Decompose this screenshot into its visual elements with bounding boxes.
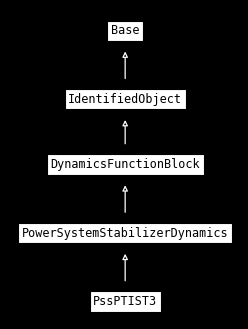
Text: PowerSystemStabilizerDynamics: PowerSystemStabilizerDynamics [22, 226, 228, 240]
Text: Base: Base [111, 24, 139, 37]
Text: DynamicsFunctionBlock: DynamicsFunctionBlock [50, 158, 200, 171]
Text: IdentifiedObject: IdentifiedObject [68, 93, 182, 106]
Text: PssPTIST3: PssPTIST3 [93, 295, 157, 308]
